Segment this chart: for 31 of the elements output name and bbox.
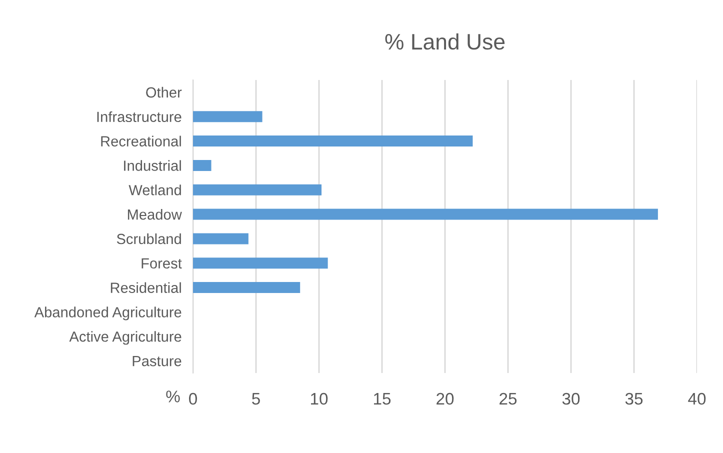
chart-title: % Land Use [385, 33, 505, 50]
x-axis-title: % [166, 390, 180, 402]
bar [193, 282, 300, 294]
y-tick-label: Forest [142, 258, 182, 269]
y-tick-label: Active Agriculture [69, 331, 182, 345]
x-tick-label: 5 [252, 393, 260, 405]
bar [193, 160, 212, 171]
y-tick-label: Residential [110, 282, 181, 293]
bar [193, 233, 248, 244]
x-tick-label: 0 [189, 392, 197, 405]
y-tick-label: Other [146, 86, 182, 98]
y-tick-label: Meadow [128, 209, 182, 220]
x-tick-label: 30 [562, 392, 580, 405]
bar [193, 111, 262, 122]
x-tick-label: 40 [688, 392, 706, 405]
y-tick-label: Recreational [101, 136, 181, 146]
x-tick-label: 10 [311, 392, 328, 405]
x-tick-label: 20 [436, 392, 454, 405]
y-tick-label: Pasture [132, 356, 182, 366]
bar [193, 208, 658, 220]
y-tick-label: Wetland [128, 184, 181, 196]
x-tick-label: 15 [374, 393, 391, 405]
bar [193, 258, 328, 269]
y-tick-label: Infrastructure [97, 111, 182, 122]
bar [193, 184, 322, 196]
y-tick-label: Abandoned Agriculture [34, 306, 182, 320]
y-tick-label: Scrubland [116, 233, 181, 244]
x-tick-label: 35 [625, 392, 643, 405]
y-tick-label: Industrial [124, 160, 181, 171]
bar [193, 136, 473, 147]
x-tick-label: 25 [500, 392, 517, 405]
